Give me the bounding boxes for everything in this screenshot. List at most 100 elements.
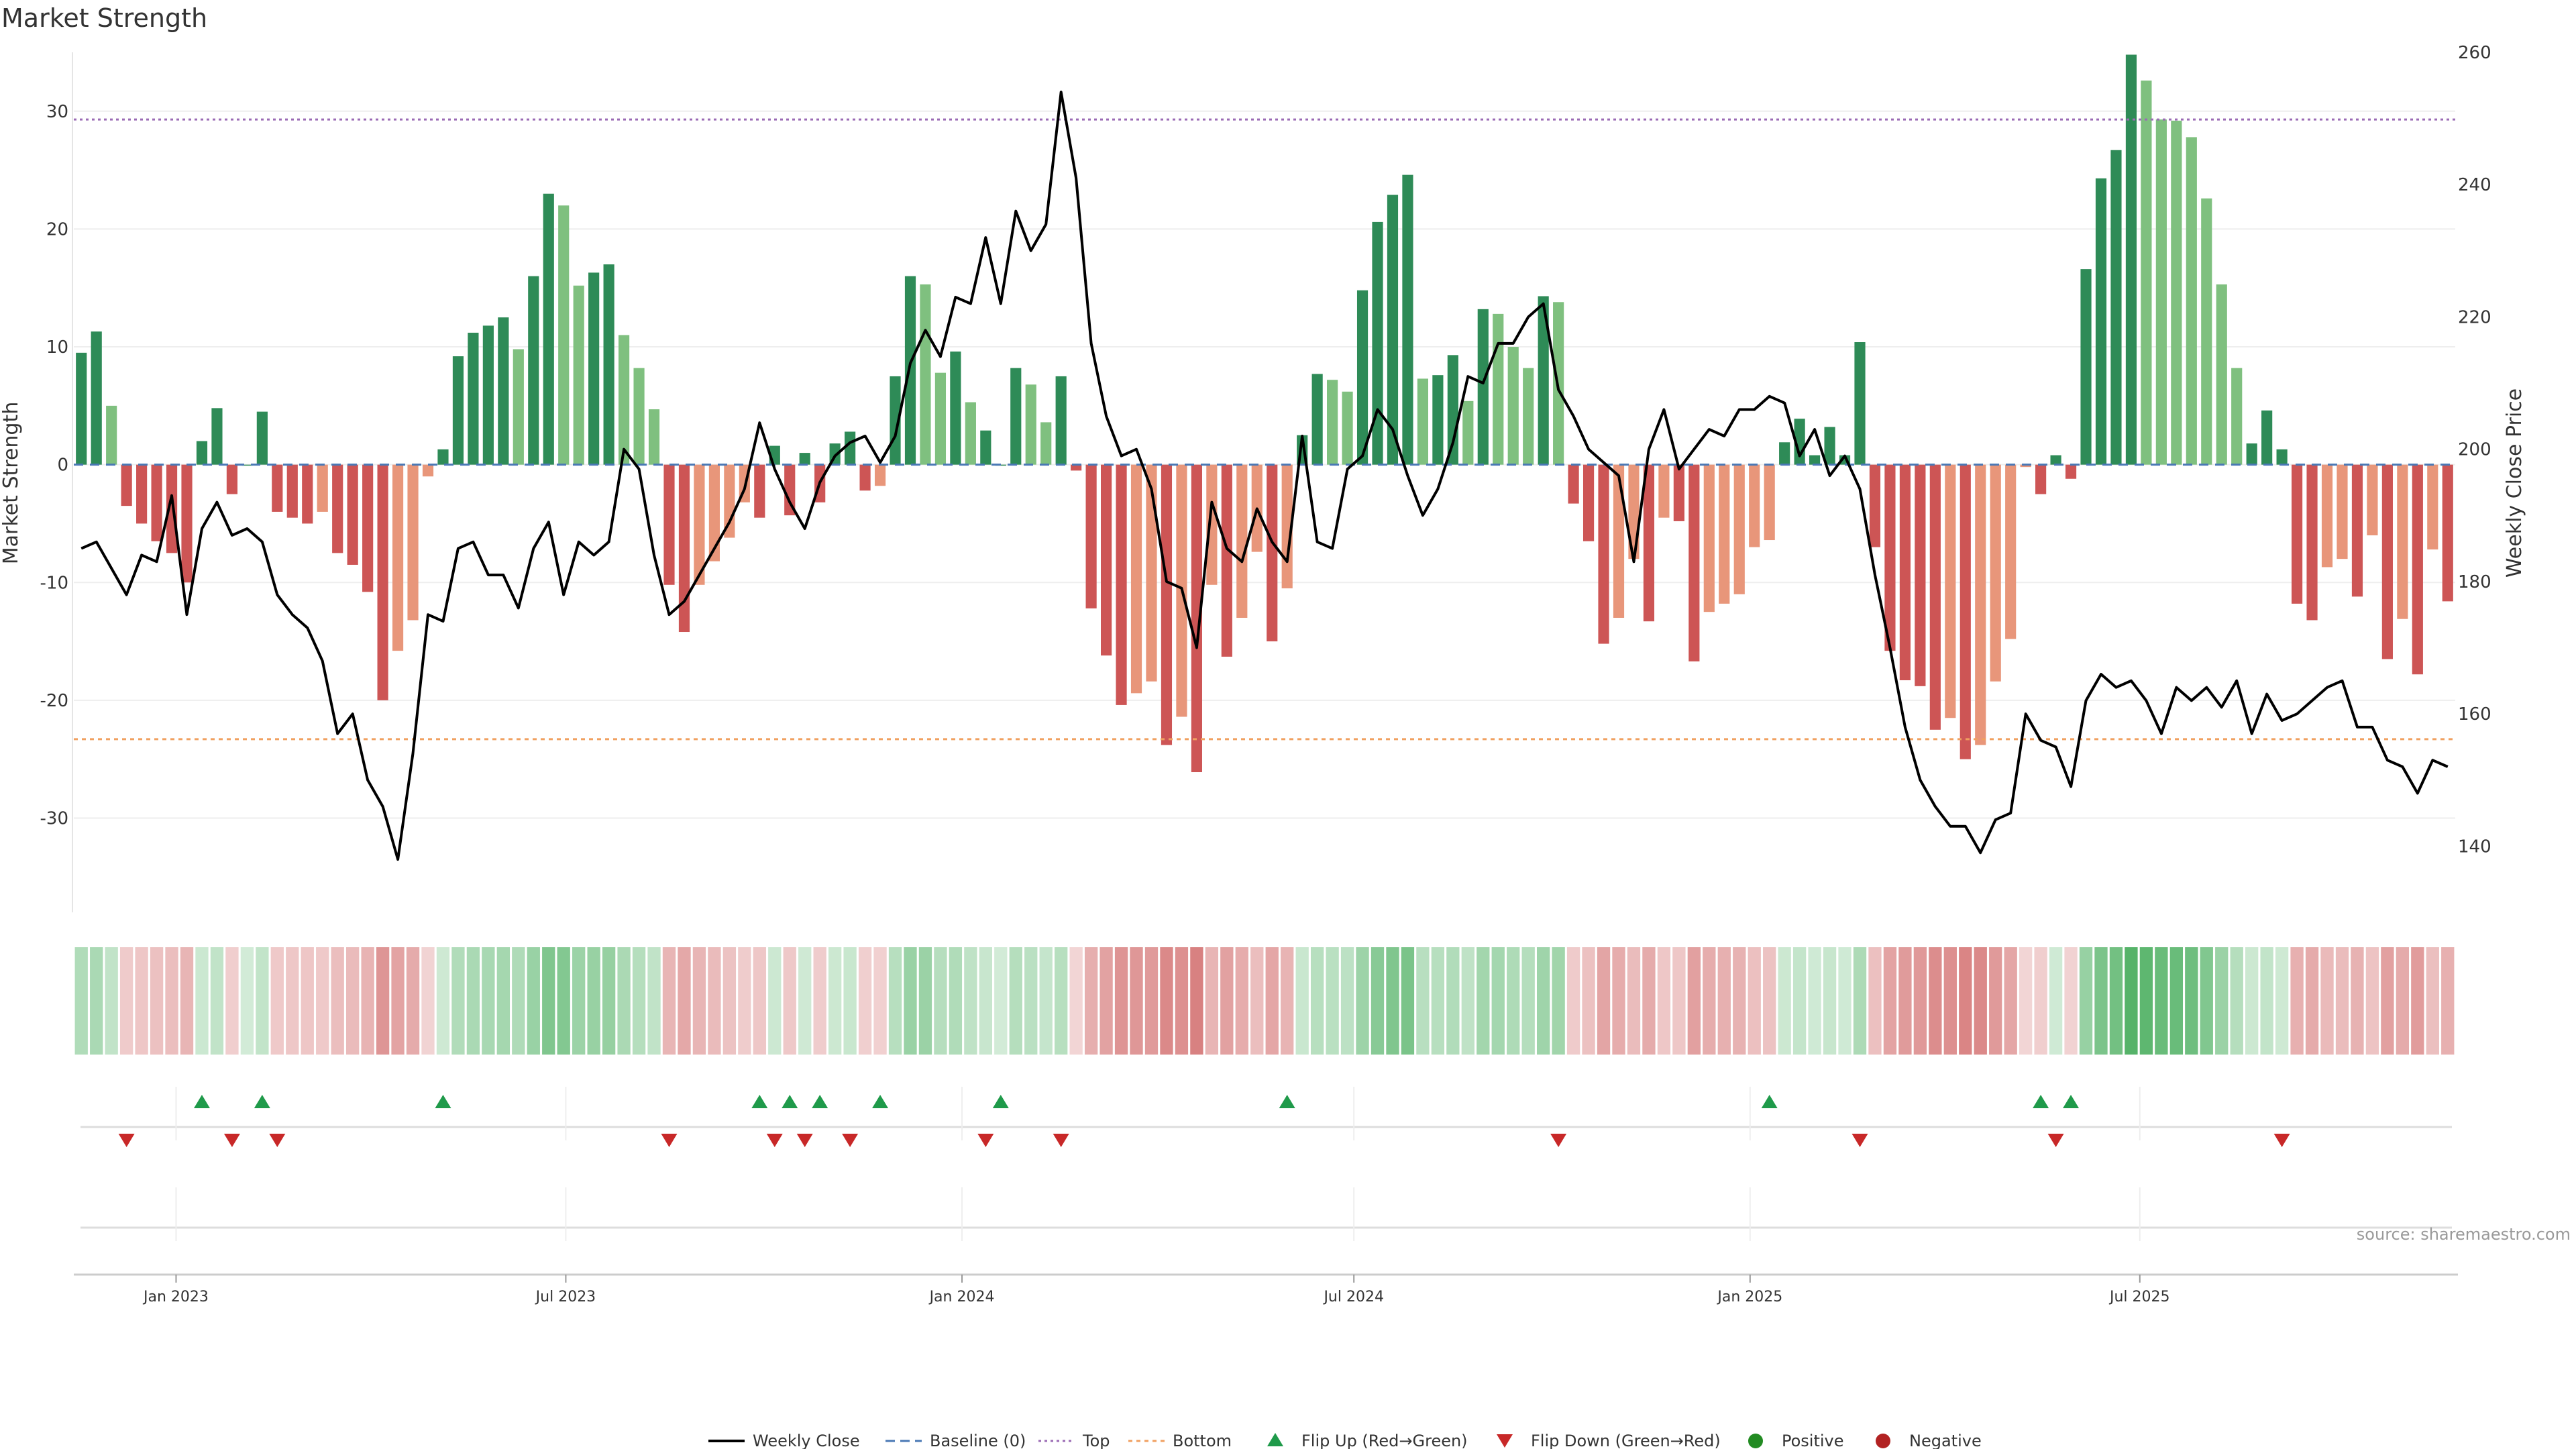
- strength-bar: [1161, 464, 1173, 745]
- heat-cell: [1340, 947, 1354, 1055]
- strength-bar: [1130, 464, 1142, 694]
- heat-cell: [496, 947, 511, 1055]
- heat-cell: [813, 947, 826, 1055]
- strength-bar: [1010, 368, 1022, 465]
- flip-up-marker: [1279, 1095, 1295, 1108]
- strength-bar: [302, 464, 313, 524]
- heat-cell: [1099, 947, 1113, 1055]
- strength-bar: [2155, 119, 2167, 465]
- heat-cell: [1310, 947, 1324, 1055]
- strength-bar: [1432, 375, 1444, 465]
- legend-label: Top: [1082, 1432, 1110, 1449]
- strength-bar: [1387, 195, 1399, 465]
- strength-bar: [874, 464, 886, 486]
- heat-cell: [1371, 947, 1385, 1055]
- heat-cell: [1039, 947, 1053, 1055]
- left-axis-label: Market Strength: [0, 402, 23, 564]
- right-tick-label: 180: [2458, 572, 2491, 592]
- heat-cell: [1431, 947, 1445, 1055]
- strength-bar: [2035, 464, 2047, 494]
- strength-bar: [2321, 464, 2333, 568]
- strength-bar: [2080, 269, 2092, 465]
- left-tick-label: -20: [40, 691, 68, 711]
- heat-cell: [482, 947, 495, 1055]
- heat-cell: [1386, 947, 1399, 1055]
- strength-bar: [1146, 464, 1157, 682]
- heat-cell: [2200, 947, 2213, 1055]
- flip-down-marker: [796, 1134, 813, 1147]
- right-tick-label: 220: [2458, 307, 2491, 327]
- strength-bar: [904, 276, 916, 465]
- heat-cell: [1326, 947, 1339, 1055]
- heat-cell: [783, 947, 796, 1055]
- strength-bar: [1688, 464, 1700, 661]
- heat-cell: [1144, 947, 1159, 1055]
- heat-cell: [1853, 947, 1867, 1055]
- x-tick-label: Jan 2024: [928, 1289, 995, 1305]
- heat-cell: [2426, 947, 2439, 1055]
- flip-down-marker: [223, 1134, 240, 1147]
- heat-cell: [587, 947, 600, 1055]
- strength-bar: [2381, 464, 2393, 659]
- left-tick-label: -30: [40, 809, 68, 829]
- strength-bar: [528, 276, 539, 465]
- flip-up-marker: [751, 1095, 768, 1108]
- strength-bar: [76, 352, 87, 465]
- heat-cell: [466, 947, 480, 1055]
- heat-cell: [1612, 947, 1625, 1055]
- flip-up-marker: [1761, 1095, 1778, 1108]
- strength-bar: [196, 441, 208, 465]
- heat-cell: [1868, 947, 1882, 1055]
- strength-bar: [1824, 427, 1835, 465]
- legend-label: Baseline (0): [930, 1432, 1026, 1449]
- heat-cell: [632, 947, 646, 1055]
- flip-up-marker: [812, 1095, 828, 1108]
- flip-down-marker: [661, 1134, 678, 1147]
- strength-bar: [513, 349, 524, 465]
- heat-cell: [2185, 947, 2198, 1055]
- flip-down-marker: [766, 1134, 783, 1147]
- strength-bar: [1342, 391, 1353, 465]
- heat-cell: [2365, 947, 2379, 1055]
- strength-bar: [407, 464, 419, 621]
- strength-bar: [226, 464, 238, 494]
- heat-cell: [1416, 947, 1430, 1055]
- heat-cell: [391, 947, 405, 1055]
- heat-cell: [678, 947, 691, 1055]
- heat-cell: [2441, 947, 2455, 1055]
- heat-cell: [888, 947, 902, 1055]
- heat-cell: [1477, 947, 1490, 1055]
- strength-bar: [1206, 464, 1218, 585]
- strength-bar: [2065, 464, 2077, 479]
- heat-cell: [2064, 947, 2078, 1055]
- heat-cell: [1733, 947, 1746, 1055]
- heat-cell: [451, 947, 465, 1055]
- heat-cell: [1491, 947, 1505, 1055]
- strength-bar: [106, 405, 117, 465]
- heat-cell: [256, 947, 269, 1055]
- strength-bar: [211, 408, 223, 465]
- strength-bar: [1899, 464, 1911, 681]
- price-series: [80, 91, 2449, 861]
- strength-bar: [272, 464, 283, 512]
- strength-bar: [1356, 290, 1368, 465]
- strength-bar: [1493, 313, 1504, 465]
- heat-cell: [692, 947, 706, 1055]
- strength-bar: [648, 409, 660, 465]
- heat-cell: [949, 947, 963, 1055]
- flip-down-marker: [977, 1134, 994, 1147]
- strength-bar: [1507, 347, 1519, 465]
- heat-cell: [662, 947, 676, 1055]
- heat-cell: [2155, 947, 2168, 1055]
- strength-bar: [799, 453, 810, 465]
- heat-cell: [1552, 947, 1565, 1055]
- strength-bar: [377, 464, 388, 700]
- heat-cell: [542, 947, 555, 1055]
- strength-bar: [2276, 449, 2288, 465]
- strength-bar: [920, 284, 931, 465]
- heat-cell: [2290, 947, 2304, 1055]
- strength-bar: [1673, 464, 1684, 521]
- heat-cell: [1823, 947, 1837, 1055]
- heat-cell: [240, 947, 254, 1055]
- heat-cell: [1130, 947, 1143, 1055]
